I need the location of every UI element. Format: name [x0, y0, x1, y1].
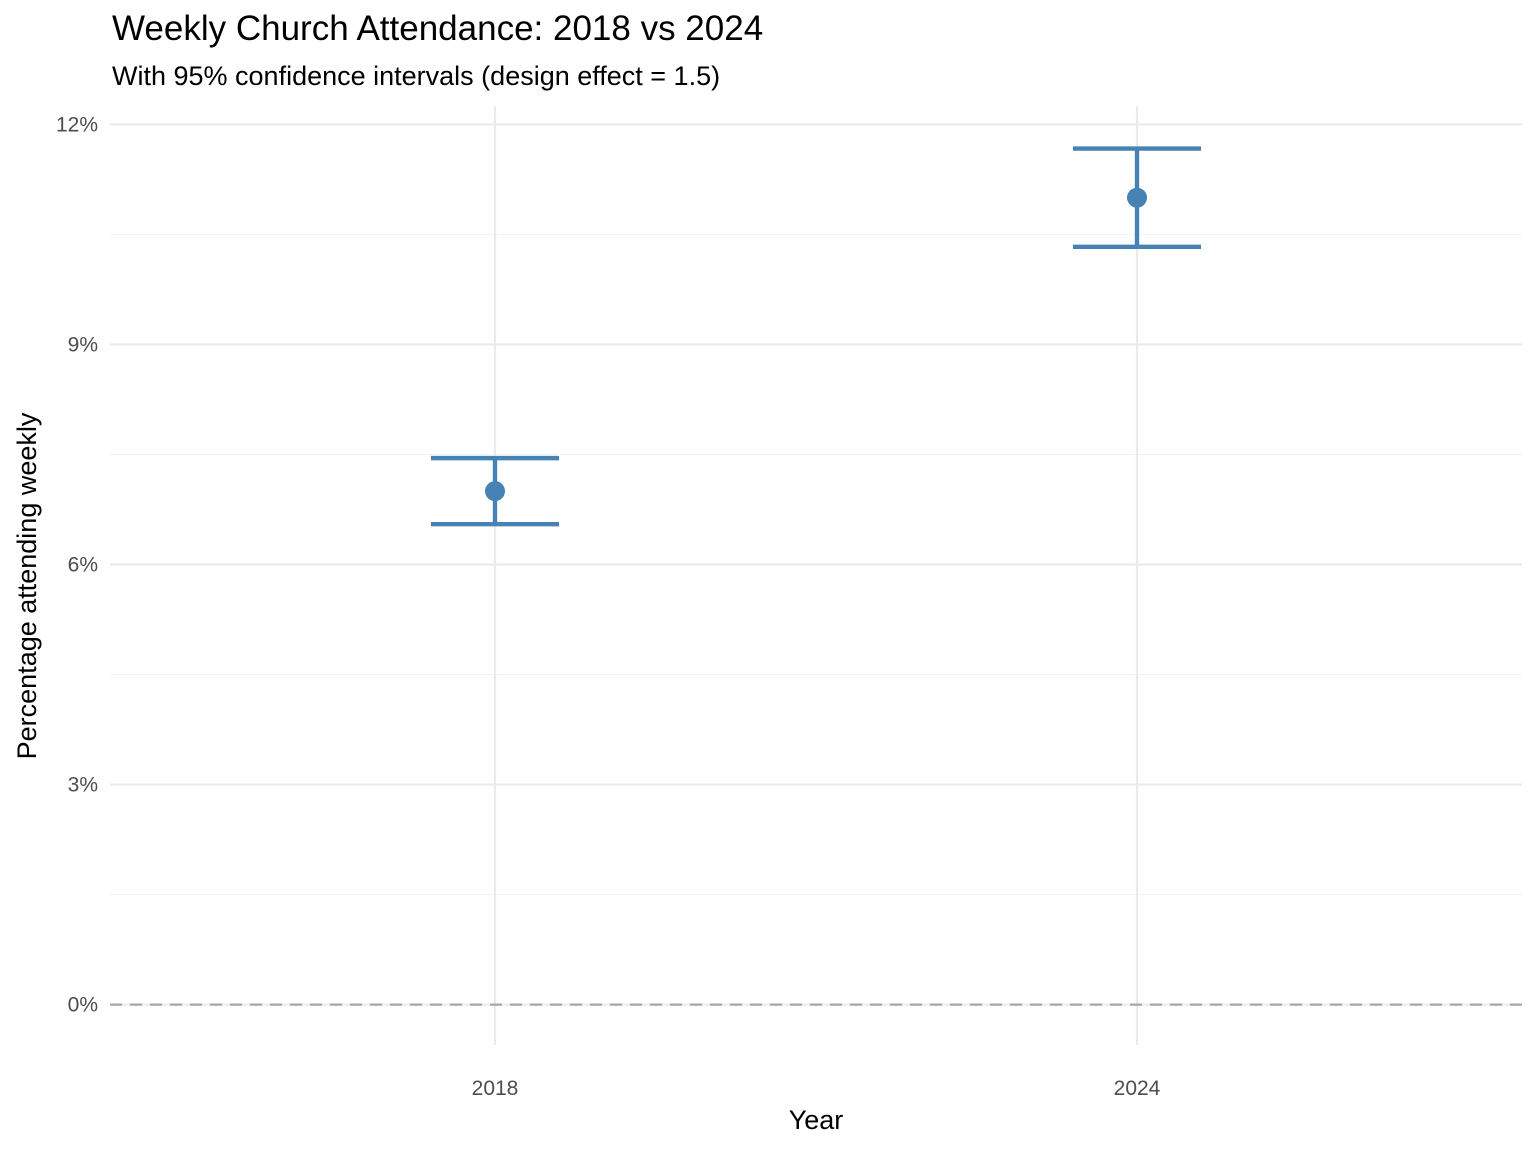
y-tick-label: 9%	[68, 333, 98, 356]
y-tick-label: 0%	[68, 994, 98, 1017]
data-marks	[431, 146, 1201, 527]
y-axis-title: Percentage attending weekly	[12, 412, 42, 759]
x-tick-label: 2024	[1114, 1077, 1161, 1100]
x-axis-ticks: 2018 2024	[472, 1077, 1161, 1100]
y-axis-ticks: 0% 3% 6% 9% 12%	[56, 113, 98, 1016]
data-point-2024	[1127, 187, 1147, 208]
x-axis-title: Year	[789, 1105, 844, 1135]
chart-subtitle: With 95% confidence intervals (design ef…	[112, 61, 720, 91]
y-tick-label: 12%	[56, 113, 98, 136]
y-tick-label: 6%	[68, 553, 98, 576]
data-point-2018	[485, 481, 505, 502]
chart-title: Weekly Church Attendance: 2018 vs 2024	[112, 9, 763, 48]
x-tick-label: 2018	[472, 1077, 519, 1100]
y-tick-label: 3%	[68, 774, 98, 797]
